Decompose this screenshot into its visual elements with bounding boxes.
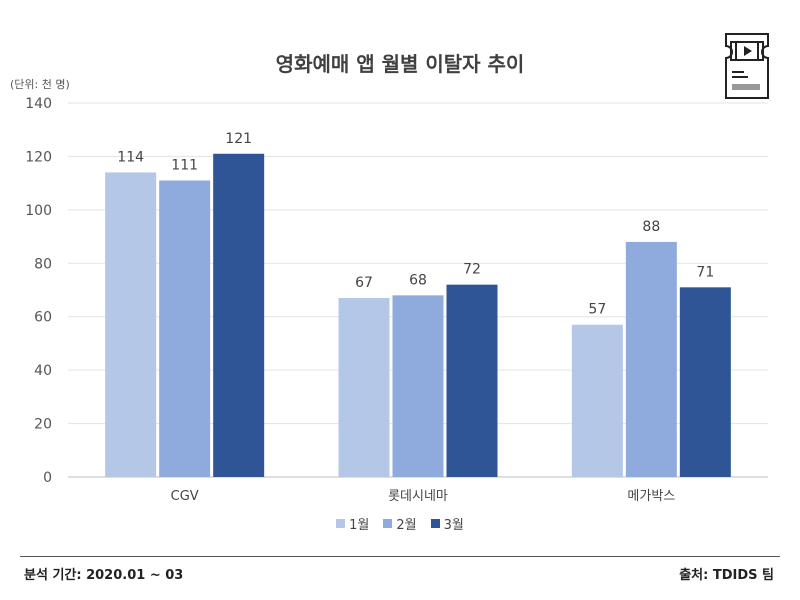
x-tick-label: CGV — [171, 489, 199, 504]
movie-ticket-icon — [725, 33, 769, 99]
bar-3-1 — [571, 324, 623, 477]
bar-2-2 — [392, 295, 444, 477]
legend-swatch — [430, 519, 440, 528]
y-tick-label: 120 — [25, 149, 52, 165]
y-tick-label: 140 — [25, 96, 52, 112]
y-tick-label: 40 — [34, 363, 52, 379]
unit-label: (단위: 천 명) — [10, 78, 70, 91]
legend-item: 3월 — [430, 514, 464, 533]
data-label: 121 — [225, 131, 252, 147]
chart-title: 영화예매 앱 월별 이탈자 추이 — [275, 52, 525, 76]
source-label: 출처: TDIDS 팀 — [679, 568, 774, 583]
data-label: 111 — [171, 157, 198, 173]
y-tick-label: 60 — [34, 310, 52, 326]
legend-label: 1월 — [349, 518, 370, 533]
legend-swatch — [336, 519, 346, 528]
bar-3-3 — [679, 287, 731, 477]
legend-label: 3월 — [443, 518, 464, 533]
data-label: 71 — [696, 264, 714, 280]
legend: 1월 2월 3월 — [0, 514, 800, 533]
bar-1-3 — [213, 153, 265, 477]
footer-divider — [20, 556, 780, 557]
data-label: 72 — [463, 262, 481, 278]
bar-3-2 — [625, 241, 677, 477]
data-label: 67 — [355, 275, 373, 291]
analysis-period: 분석 기간: 2020.01 ~ 03 — [24, 568, 184, 583]
y-tick-label: 80 — [34, 256, 52, 272]
legend-item: 2월 — [383, 514, 417, 533]
bar-chart: 0 20 40 60 80 100 120 140 114 111 121 CGV 67 68 72 롯데시네… — [25, 96, 768, 504]
bar-1-1 — [105, 172, 157, 477]
x-tick-label: 롯데시네마 — [388, 489, 448, 504]
data-label: 88 — [642, 219, 660, 235]
legend-label: 2월 — [396, 518, 417, 533]
data-label: 114 — [117, 149, 144, 165]
legend-item: 1월 — [336, 514, 369, 533]
y-tick-label: 20 — [34, 417, 52, 433]
bar-1-2 — [159, 180, 211, 477]
data-label: 68 — [409, 272, 427, 288]
legend-swatch — [383, 519, 393, 528]
data-label: 57 — [588, 302, 606, 318]
x-tick-label: 메가박스 — [627, 489, 675, 504]
bar-2-3 — [446, 284, 498, 477]
y-tick-label: 100 — [25, 203, 52, 219]
y-tick-label: 0 — [43, 470, 52, 486]
bar-2-1 — [338, 298, 390, 477]
